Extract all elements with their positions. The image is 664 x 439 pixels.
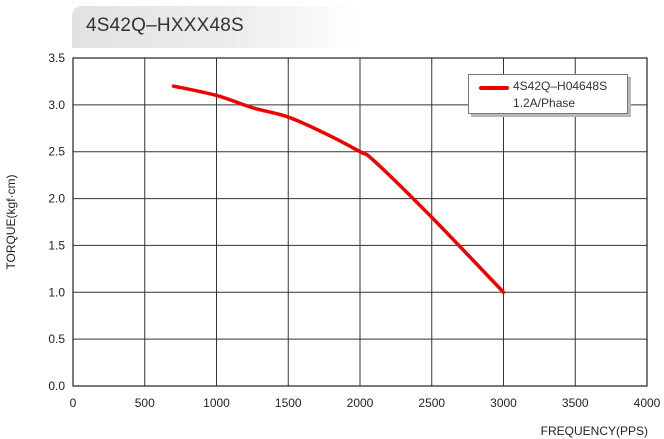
legend-series-name: 4S42Q–H04648S bbox=[513, 79, 608, 93]
y-axis-label: TORQUE(kgf·cm) bbox=[4, 174, 18, 270]
y-tick-label: 3.5 bbox=[48, 51, 65, 65]
chart-title: 4S42Q–HXXX48S bbox=[86, 15, 244, 36]
plot-frame bbox=[72, 57, 648, 387]
y-tick-label: 0.5 bbox=[48, 332, 65, 346]
x-tick-label: 2500 bbox=[418, 396, 445, 410]
x-tick-label: 1500 bbox=[275, 396, 302, 410]
y-tick-label: 1.0 bbox=[48, 285, 65, 299]
legend-series-subtitle: 1.2A/Phase bbox=[513, 96, 576, 110]
y-tick-label: 2.5 bbox=[48, 145, 65, 159]
x-tick-label: 4000 bbox=[634, 396, 661, 410]
x-tick-label: 3000 bbox=[490, 396, 517, 410]
y-tick-label: 2.0 bbox=[48, 192, 65, 206]
x-tick-label: 500 bbox=[135, 396, 155, 410]
y-tick-label: 3.0 bbox=[48, 98, 65, 112]
x-tick-label: 1000 bbox=[203, 396, 230, 410]
x-tick-label: 0 bbox=[70, 396, 77, 410]
y-tick-label: 0.0 bbox=[48, 379, 65, 393]
chart-title-tab: 4S42Q–HXXX48S bbox=[72, 6, 356, 48]
x-tick-label: 2000 bbox=[347, 396, 374, 410]
series-line bbox=[171, 84, 506, 295]
x-tick-label: 3500 bbox=[562, 396, 589, 410]
x-axis-label: FREQUENCY(PPS) bbox=[540, 424, 648, 438]
chart-legend: 4S42Q–H04648S 1.2A/Phase bbox=[468, 74, 628, 114]
y-tick-label: 1.5 bbox=[48, 238, 65, 252]
legend-line-swatch bbox=[479, 86, 509, 90]
